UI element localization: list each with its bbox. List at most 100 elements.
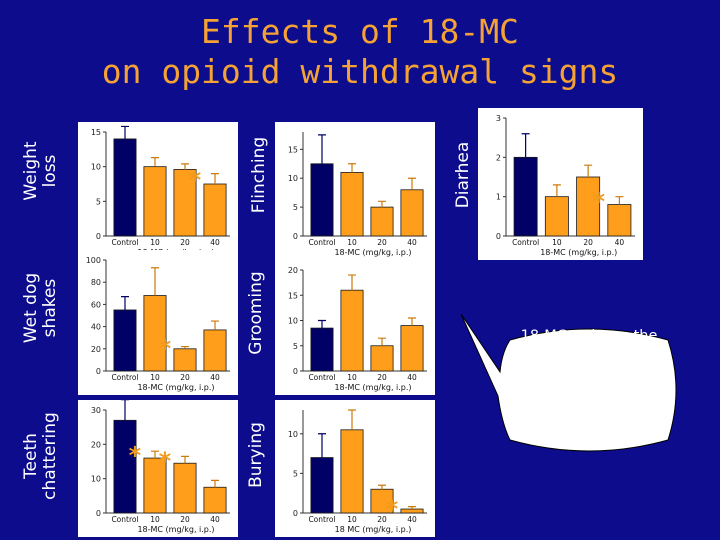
- y-tick-label: 10: [91, 163, 101, 172]
- teeth-chattering-chart: 0 10 20 30 Control * 10 * 20 40 18-MC (mg/kg, i.p.…: [78, 400, 238, 537]
- wet-dog-shakes-chart: 0 20 40 60 80 100 Control 10 * 20 40 18-MC (mg/kg, …: [78, 250, 238, 395]
- x-tick-label: 10: [150, 515, 160, 524]
- y-tick-label: 0: [293, 232, 298, 241]
- x-tick-label: 10: [347, 238, 357, 247]
- bar-dose-10: [340, 289, 364, 372]
- error-bar: [211, 173, 219, 184]
- title-line-2: on opioid withdrawal signs: [101, 52, 619, 91]
- y-tick-label: 15: [288, 291, 298, 300]
- error-bar: [378, 337, 386, 346]
- significance-asterisk: *: [386, 495, 399, 523]
- x-tick-label: Control: [111, 373, 138, 382]
- callout-text: 18-MC reduces the intensity of several s…: [519, 328, 659, 398]
- error-bar: [615, 196, 624, 205]
- x-tick-label: 20: [377, 515, 387, 524]
- error-bar: [151, 267, 159, 296]
- x-tick-label: 40: [407, 238, 417, 247]
- significance-asterisk: *: [189, 166, 202, 194]
- y-tick-label: 1: [496, 193, 501, 202]
- flinching-chart: 0 5 10 15 Control 10 20 40 18-MC (mg/kg, i.p.): [275, 122, 435, 260]
- x-tick-label: Control: [308, 373, 335, 382]
- x-tick-label: 10: [347, 515, 357, 524]
- significance-asterisk: *: [159, 447, 172, 475]
- x-tick-label: 20: [180, 373, 190, 382]
- grooming-chart: 0 5 10 15 20 Control 10 20 40 18-MC (mg/kg, i.p.): [275, 260, 435, 395]
- error-bar: [318, 134, 326, 164]
- x-tick-label: 20: [180, 515, 190, 524]
- y-tick-label: 0: [96, 509, 101, 518]
- x-tick-label: Control: [111, 515, 138, 524]
- y-tick-label: 3: [496, 114, 501, 123]
- significance-asterisk: *: [159, 335, 172, 363]
- y-tick-label: 15: [288, 145, 298, 154]
- y-tick-label: 5: [293, 342, 298, 351]
- error-bar: [408, 177, 416, 190]
- x-tick-label: Control: [111, 238, 138, 247]
- x-tick-label: 40: [407, 515, 417, 524]
- x-axis-label: 18-MC (mg/kg, i.p.): [137, 383, 214, 392]
- x-tick-label: 40: [210, 373, 220, 382]
- x-tick-label: 20: [377, 373, 387, 382]
- x-tick-label: 10: [552, 238, 562, 247]
- error-bar: [121, 400, 129, 421]
- x-tick-label: 20: [180, 238, 190, 247]
- slide-title: Effects of 18-MC on opioid withdrawal si…: [0, 12, 720, 92]
- bar-control: [113, 309, 137, 372]
- y-tick-label: 0: [293, 367, 298, 376]
- y-tick-label: 0: [293, 509, 298, 518]
- error-bar: [318, 433, 326, 458]
- y-tick-label: 10: [91, 475, 101, 484]
- error-bar: [181, 345, 189, 349]
- error-bar: [151, 157, 159, 167]
- bar-dose-20: [173, 169, 197, 237]
- error-bar: [521, 133, 530, 158]
- y-tick-label: 0: [96, 232, 101, 241]
- error-bar: [584, 164, 593, 177]
- y-tick-label: 10: [288, 430, 298, 439]
- diarhea-chart: 0 1 2 3 Control 10 20 * 40 18-MC (mg/kg, i.p.): [478, 108, 643, 260]
- bar-dose-20: [173, 462, 197, 514]
- y-tick-label: 20: [91, 345, 101, 354]
- error-bar: [318, 319, 326, 329]
- y-tick-label: 5: [293, 469, 298, 478]
- x-tick-label: 10: [347, 373, 357, 382]
- y-tick-label: 10: [288, 317, 298, 326]
- error-bar: [552, 184, 561, 197]
- significance-asterisk: *: [129, 442, 142, 470]
- x-axis-label: 18-MC (mg/kg, i.p.): [334, 248, 411, 257]
- x-tick-label: 20: [583, 238, 593, 247]
- y-tick-label: 100: [86, 256, 101, 265]
- error-bar: [181, 455, 189, 464]
- x-tick-label: 40: [210, 238, 220, 247]
- y-tick-label: 80: [91, 278, 101, 287]
- x-axis-label: 18 MC (mg/kg, i.p.): [335, 525, 412, 534]
- y-tick-label: 0: [496, 232, 501, 241]
- bar-control: [310, 327, 334, 372]
- bar-dose-20: [370, 488, 394, 514]
- error-bar: [121, 125, 129, 139]
- y-tick-label: 30: [91, 406, 101, 415]
- x-axis-label: 18-MC (mg/kg, i.p.): [334, 383, 411, 392]
- y-tick-label: 20: [288, 266, 298, 275]
- y-tick-label: 15: [91, 128, 101, 137]
- x-axis-label: 18-MC (mg/kg, i.p.): [137, 525, 214, 534]
- significance-asterisk: *: [593, 188, 606, 216]
- error-bar: [348, 163, 356, 173]
- y-tick-label: 60: [91, 300, 101, 309]
- x-axis-label: 18-MC (mg/kg, i.p.): [540, 248, 617, 257]
- x-tick-label: 10: [150, 238, 160, 247]
- title-line-1: Effects of 18-MC: [201, 12, 519, 51]
- x-tick-label: 20: [377, 238, 387, 247]
- x-tick-label: Control: [308, 515, 335, 524]
- burying-chart: 0 5 10 Control 10 20 * 40 18 MC (mg/kg, i.p.): [275, 400, 435, 537]
- error-bar: [121, 296, 129, 310]
- x-tick-label: Control: [512, 238, 539, 247]
- error-bar: [211, 320, 219, 330]
- error-bar: [408, 506, 416, 510]
- x-tick-label: 40: [210, 515, 220, 524]
- y-tick-label: 2: [496, 153, 501, 162]
- error-bar: [211, 479, 219, 488]
- bar-dose-10: [143, 166, 167, 237]
